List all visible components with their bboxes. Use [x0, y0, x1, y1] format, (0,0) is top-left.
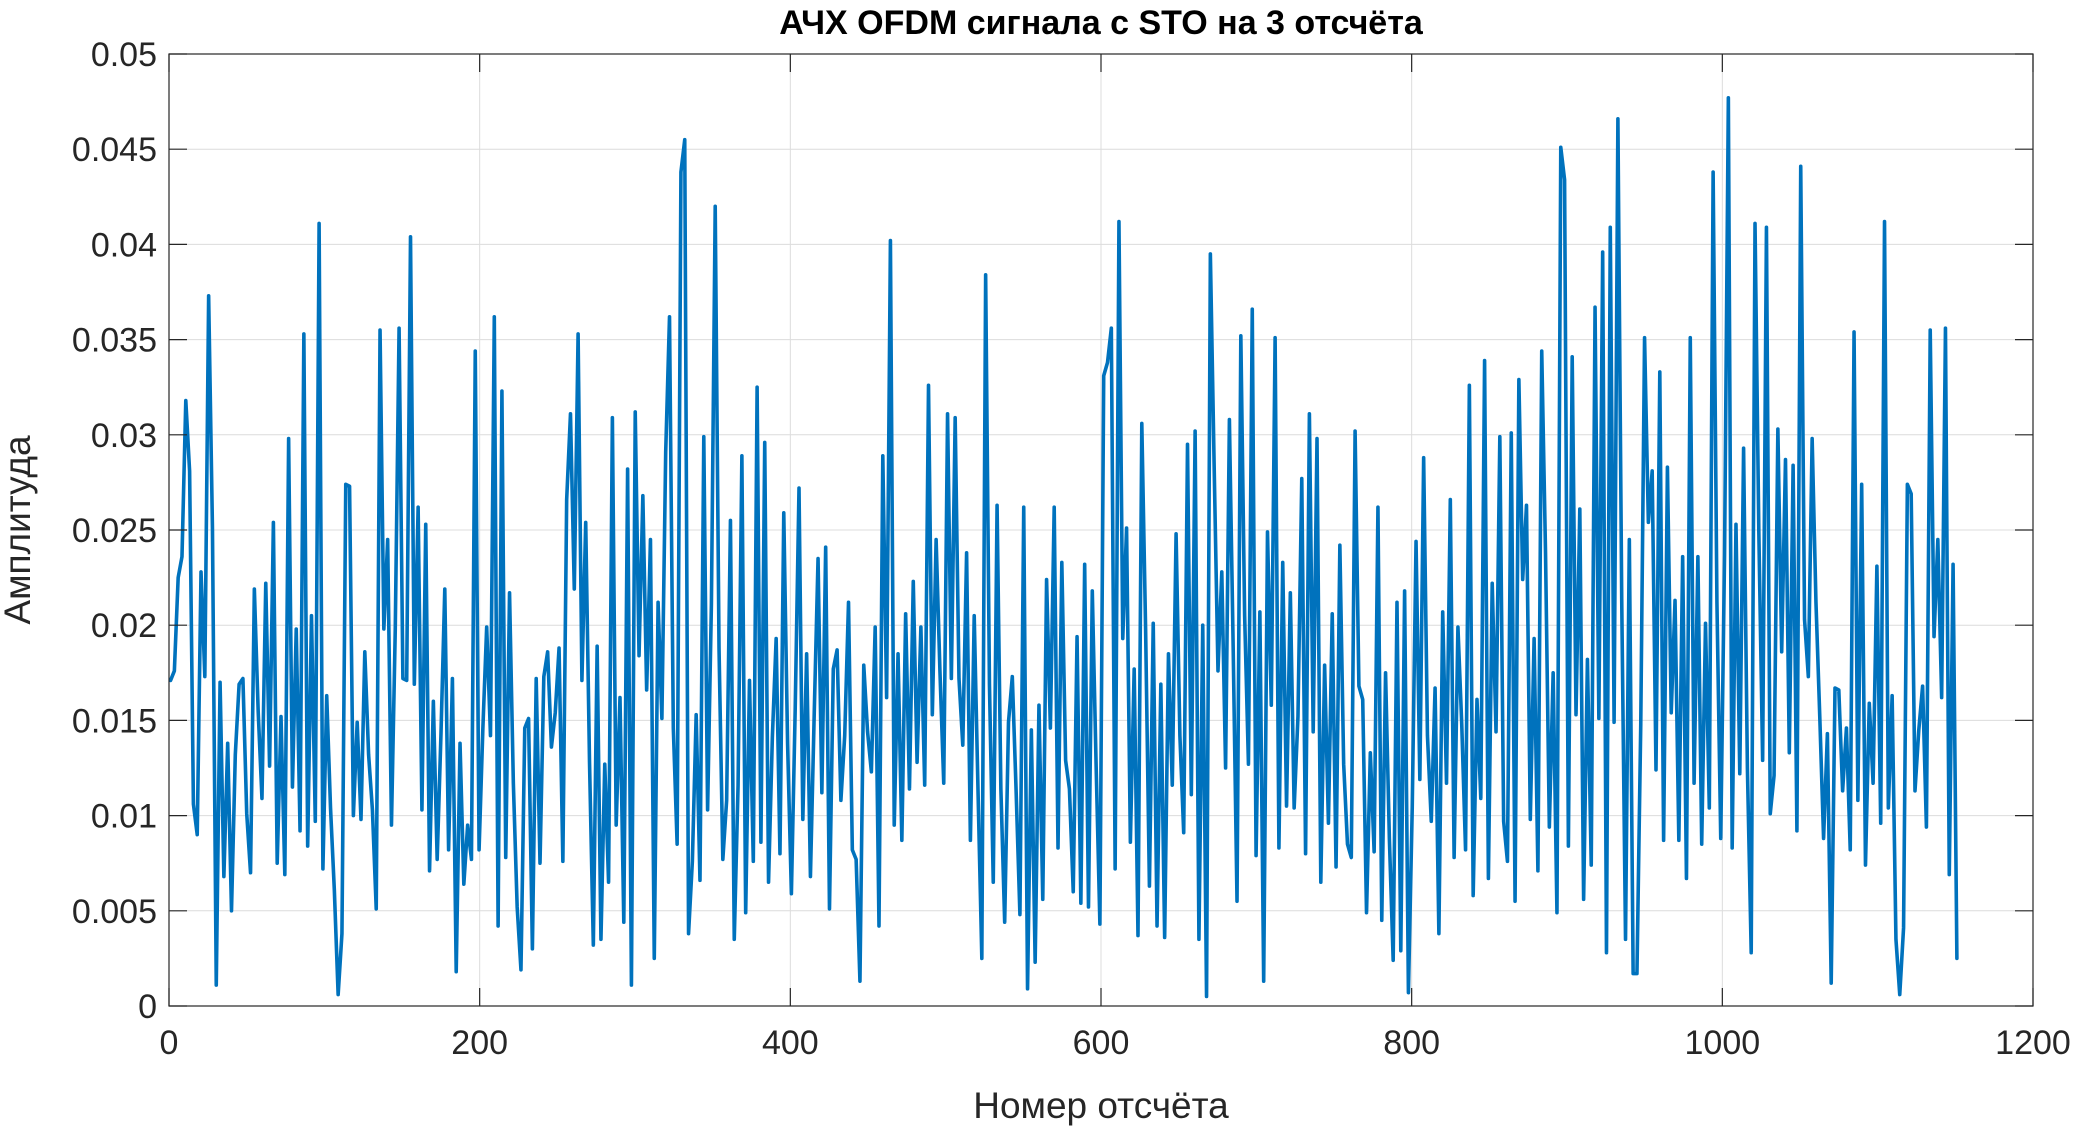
x-axis-label: Номер отсчёта [973, 1085, 1229, 1126]
x-tick-label: 400 [762, 1024, 819, 1062]
y-tick-label: 0.035 [72, 322, 157, 360]
y-tick-label: 0.025 [72, 512, 157, 550]
x-tick-label: 1000 [1685, 1024, 1761, 1062]
x-tick-label: 0 [160, 1024, 179, 1062]
y-tick-label: 0.045 [72, 131, 157, 169]
y-tick-label: 0.02 [91, 607, 157, 645]
series-line [168, 95, 1959, 999]
y-tick-label: 0.05 [91, 36, 157, 74]
y-tick-label: 0.015 [72, 702, 157, 740]
y-axis-label: Амплитуда [0, 435, 38, 625]
x-tick-label: 800 [1383, 1024, 1440, 1062]
y-tick-label: 0.03 [91, 417, 157, 455]
series-group [168, 95, 1959, 999]
y-tick-label: 0.01 [91, 798, 157, 836]
x-tick-label: 1200 [1995, 1024, 2071, 1062]
x-tick-label: 200 [451, 1024, 508, 1062]
x-tick-label: 600 [1073, 1024, 1130, 1062]
y-tick-label: 0.04 [91, 226, 157, 264]
y-tick-label: 0 [138, 988, 157, 1026]
y-tick-label: 0.005 [72, 893, 157, 931]
axis-ticks: 0 200 400 600 800 1000 1200 0 0.005 0.01 0.015 0.02… [72, 36, 2071, 1062]
chart-title: АЧХ OFDM сигнала с STO на 3 отсчёта [779, 4, 1424, 42]
